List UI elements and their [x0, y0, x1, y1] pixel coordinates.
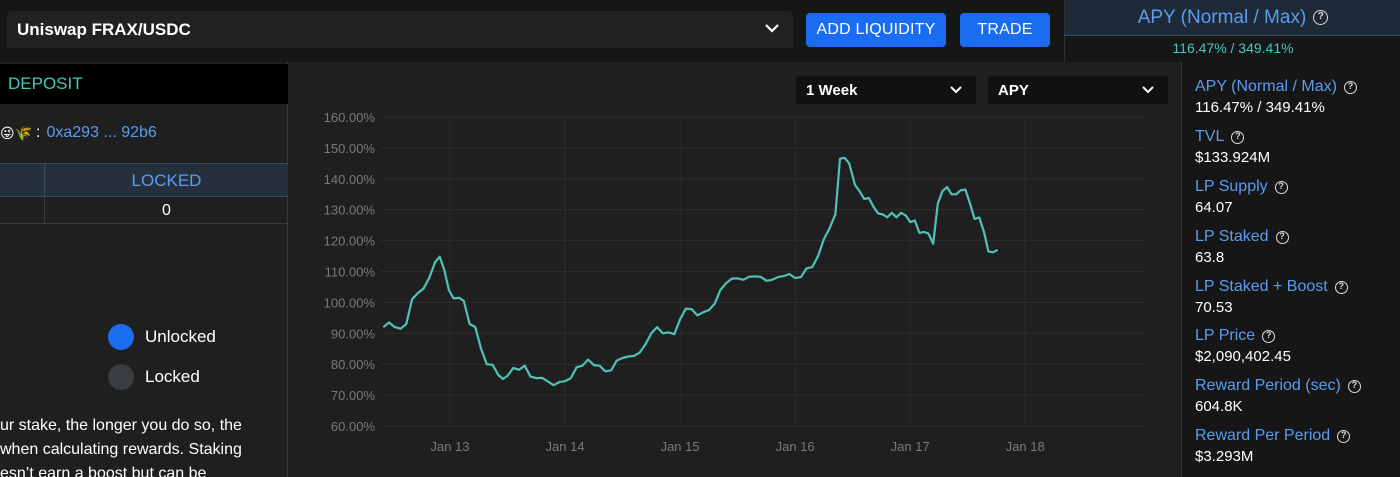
locked-value: 0: [162, 201, 171, 219]
add-liquidity-button[interactable]: ADD LIQUIDITY: [806, 13, 946, 47]
stat-label: Reward Period (sec): [1195, 377, 1341, 394]
deposit-header: DEPOSIT: [0, 64, 288, 104]
series-line: [382, 156, 999, 387]
apy-line-chart: 60.00% 70.00% 80.00% 90.00% 100.00% 110.00% 12…: [324, 110, 1146, 454]
help-icon[interactable]: ?: [1313, 10, 1329, 25]
metric-label: APY: [998, 81, 1029, 99]
stat-apy: APY (Normal / Max)? 116.47% / 349.41%: [1195, 77, 1357, 116]
stat-lp-price: LP Price? $2,090,402.45: [1195, 326, 1291, 365]
column-divider: [44, 164, 45, 198]
help-icon[interactable]: ?: [1274, 180, 1288, 194]
y-tick-label: 100.00%: [324, 295, 376, 310]
address-separator: :: [36, 124, 41, 141]
apy-summary-header: APY (Normal / Max) ?: [1065, 0, 1400, 36]
stat-label: LP Price: [1195, 327, 1256, 344]
help-icon[interactable]: ?: [1231, 130, 1245, 144]
trade-button[interactable]: TRADE: [960, 13, 1050, 47]
help-icon[interactable]: ?: [1347, 379, 1361, 393]
chart-panel: 60.00% 70.00% 80.00% 90.00% 100.00% 110.00% 12…: [289, 62, 1181, 477]
time-range-select[interactable]: 1 Week: [796, 76, 976, 104]
apy-summary-value: 116.47% / 349.41%: [1172, 40, 1294, 56]
deposit-title: DEPOSIT: [8, 74, 83, 93]
legend-unlocked: Unlocked: [108, 324, 216, 350]
staking-description: ur stake, the longer you do so, the when…: [0, 414, 288, 477]
locked-color-dot: [108, 364, 134, 390]
y-tick-label: 110.00%: [325, 265, 376, 280]
stat-label: LP Staked: [1195, 228, 1269, 245]
stat-label: LP Supply: [1195, 178, 1268, 195]
wallet-emoji: 😜🌾: [0, 124, 33, 141]
help-icon[interactable]: ?: [1334, 280, 1348, 294]
y-tick-label: 60.00%: [331, 419, 376, 434]
wallet-address-link[interactable]: 0xa293 ... 92b6: [46, 124, 157, 141]
stat-value: 64.07: [1195, 199, 1233, 216]
chevron-down-icon: [1142, 86, 1154, 94]
stat-lp-staked: LP Staked? 63.8: [1195, 227, 1289, 266]
description-line: when calculating rewards. Staking: [0, 441, 242, 458]
y-tick-label: 80.00%: [331, 357, 376, 372]
pool-select-label: Uniswap FRAX/USDC: [17, 19, 191, 39]
table-row: 0: [0, 197, 288, 224]
stat-value: 116.47% / 349.41%: [1195, 99, 1325, 116]
stake-table-header: LOCKED: [0, 163, 288, 198]
x-tick-label: Jan 17: [891, 439, 930, 454]
apy-summary: APY (Normal / Max) ? 116.47% / 349.41%: [1064, 0, 1400, 62]
column-divider: [44, 197, 45, 224]
legend-locked-label: Locked: [145, 367, 200, 386]
metric-select[interactable]: APY: [988, 76, 1168, 104]
stat-tvl: TVL? $133.924M: [1195, 127, 1270, 166]
help-icon[interactable]: ?: [1343, 80, 1357, 94]
top-bar: Uniswap FRAX/USDC ADD LIQUIDITY TRADE: [0, 0, 1064, 62]
x-tick-label: Jan 13: [430, 439, 469, 454]
stat-reward-period: Reward Period (sec)? 604.8K: [1195, 376, 1361, 415]
help-icon[interactable]: ?: [1275, 230, 1289, 244]
description-line: esn’t earn a boost but can be: [0, 465, 207, 477]
stat-label: APY (Normal / Max): [1195, 78, 1337, 95]
column-locked: LOCKED: [131, 171, 202, 190]
y-tick-label: 150.00%: [324, 141, 376, 156]
stat-reward-per-period: Reward Per Period? $3.293M: [1195, 426, 1351, 465]
stat-label: Reward Per Period: [1195, 427, 1331, 444]
stat-value: 63.8: [1195, 249, 1225, 266]
help-icon[interactable]: ?: [1337, 429, 1351, 443]
stat-label: LP Staked + Boost: [1195, 278, 1328, 295]
pool-stats-panel: APY (Normal / Max)? 116.47% / 349.41% TV…: [1181, 62, 1400, 477]
stat-lp-supply: LP Supply? 64.07: [1195, 177, 1288, 216]
legend-unlocked-label: Unlocked: [145, 327, 216, 346]
pool-select[interactable]: Uniswap FRAX/USDC: [7, 11, 793, 48]
deposit-panel: DEPOSIT 😜🌾 : 0xa293 ... 92b6 LOCKED 0 Un…: [0, 62, 288, 477]
y-tick-label: 120.00%: [324, 234, 376, 249]
description-line: ur stake, the longer you do so, the: [0, 417, 242, 434]
stat-lp-staked-boost: LP Staked + Boost? 70.53: [1195, 277, 1348, 316]
stat-value: $3.293M: [1195, 448, 1254, 465]
wallet-address-row: 😜🌾 : 0xa293 ... 92b6: [0, 122, 157, 144]
apy-summary-label: APY (Normal / Max): [1137, 6, 1307, 28]
x-tick-label: Jan 14: [546, 439, 585, 454]
stat-value: 604.8K: [1195, 398, 1243, 415]
stat-value: 70.53: [1195, 299, 1233, 316]
y-tick-label: 90.00%: [331, 326, 376, 341]
chevron-down-icon: [950, 86, 962, 94]
y-tick-label: 160.00%: [324, 110, 376, 125]
help-icon[interactable]: ?: [1262, 329, 1276, 343]
chevron-down-icon: [765, 24, 779, 33]
stat-value: $133.924M: [1195, 149, 1271, 166]
x-tick-label: Jan 15: [661, 439, 700, 454]
x-tick-label: Jan 16: [776, 439, 815, 454]
legend-locked: Locked: [108, 364, 200, 390]
unlocked-color-dot: [108, 324, 134, 350]
y-tick-label: 140.00%: [324, 172, 376, 187]
stat-value: $2,090,402.45: [1195, 348, 1291, 365]
time-range-label: 1 Week: [806, 81, 858, 99]
y-tick-label: 70.00%: [331, 388, 376, 403]
stat-label: TVL: [1195, 128, 1225, 145]
x-tick-label: Jan 18: [1006, 439, 1045, 454]
y-tick-label: 130.00%: [324, 203, 376, 218]
